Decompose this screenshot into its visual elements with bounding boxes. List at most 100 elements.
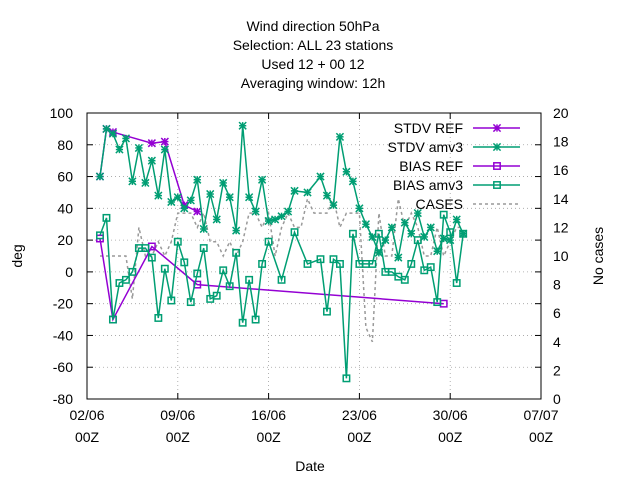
- y-tick-label: -20: [53, 296, 73, 312]
- data-point-stdv-amv3: [322, 191, 332, 200]
- y-tick-label: 100: [50, 105, 74, 121]
- data-point-stdv-amv3: [225, 193, 234, 202]
- marker-stroke: [232, 226, 241, 235]
- y-tick-label: 20: [57, 232, 73, 248]
- y2-tick-label: 12: [553, 219, 569, 235]
- data-point-bias-amv3: [342, 374, 351, 383]
- marker-stroke: [251, 207, 260, 216]
- x-tick-label: 23/06: [342, 407, 377, 423]
- x-tick-label-time: 00Z: [438, 429, 463, 445]
- data-point-stdv-amv3: [283, 207, 293, 216]
- marker-stroke: [459, 229, 468, 238]
- marker-stroke: [167, 197, 176, 207]
- marker-stroke: [368, 232, 377, 242]
- data-point-stdv-amv3: [335, 132, 345, 141]
- data-point-bias-amv3: [290, 228, 299, 237]
- title-line: Selection: ALL 23 stations: [233, 37, 394, 53]
- data-point-stdv-amv3: [420, 232, 429, 242]
- data-point-stdv-amv3: [452, 215, 461, 224]
- y-axis-label: deg: [9, 244, 25, 267]
- marker-stroke: [394, 253, 403, 262]
- marker-stroke: [335, 132, 345, 141]
- x-tick-label-time: 00Z: [257, 429, 282, 445]
- marker-stroke: [115, 145, 124, 154]
- data-point-bias-amv3: [316, 255, 325, 264]
- marker-stroke: [322, 191, 332, 200]
- marker-stroke: [342, 167, 351, 176]
- series-line-cases: [100, 196, 464, 343]
- data-point-stdv-amv3: [121, 134, 131, 143]
- legend: STDV REF STDV amv3 BIAS REF BIAS amv3 CASES: [388, 120, 520, 212]
- data-point-stdv-amv3: [277, 212, 286, 221]
- marker-stroke: [128, 177, 137, 186]
- data-point-bias-amv3: [303, 259, 312, 268]
- data-point-stdv-ref: [160, 137, 169, 146]
- data-point-bias-amv3: [96, 231, 104, 240]
- marker-stroke: [206, 189, 215, 199]
- data-point-bias-amv3: [232, 248, 241, 257]
- marker-stroke: [290, 186, 299, 195]
- data-point-stdv-amv3: [459, 229, 468, 238]
- y2-tick-label: 2: [553, 362, 561, 378]
- marker-stroke: [355, 204, 364, 213]
- data-point-stdv-amv3: [186, 196, 195, 205]
- marker-stroke: [270, 215, 280, 224]
- title-line: Wind direction 50hPa: [246, 18, 379, 34]
- marker-stroke: [180, 204, 189, 213]
- title-line: Averaging window: 12h: [241, 75, 386, 91]
- marker-stroke: [219, 178, 228, 188]
- marker-stroke: [413, 208, 422, 218]
- marker-stroke: [277, 212, 286, 221]
- data-point-stdv-amv3: [199, 224, 208, 234]
- y-tick-label: -80: [53, 391, 73, 407]
- data-point-stdv-amv3: [154, 191, 163, 200]
- data-point-stdv-amv3: [238, 121, 247, 130]
- y2-tick-label: 20: [553, 105, 569, 121]
- data-point-stdv-amv3: [329, 201, 338, 210]
- data-point-stdv-amv3: [180, 204, 189, 213]
- legend-label: CASES: [416, 196, 463, 212]
- data-point-bias-amv3: [219, 266, 228, 275]
- axes-ticks: -80 -60 -40 -20 0 20 40 60 80 100 0 2 4 6 8 10 12 14 16 18 2…: [50, 105, 569, 445]
- data-point-bias-amv3: [400, 275, 409, 284]
- data-point-bias-amv3: [102, 213, 111, 222]
- marker-stroke: [225, 193, 234, 202]
- legend-marker: [493, 162, 501, 170]
- data-point-stdv-amv3: [167, 197, 176, 207]
- series-line-bias-ref: [99, 238, 444, 322]
- y-tick-label: 60: [57, 169, 73, 185]
- data-point-bias-amv3: [147, 253, 156, 262]
- data-point-stdv-amv3: [439, 234, 448, 243]
- y2-axis-label: No cases: [590, 227, 606, 285]
- data-point-bias-amv3: [212, 291, 221, 300]
- data-point-bias-amv3: [108, 315, 117, 324]
- marker-stroke: [160, 145, 169, 154]
- y2-tick-label: 8: [553, 277, 561, 293]
- data-point-bias-amv3: [452, 279, 461, 287]
- title-line: Used 12 + 00 12: [261, 56, 364, 72]
- x-tick-label: 16/06: [251, 407, 286, 423]
- data-point-stdv-amv3: [381, 235, 390, 245]
- data-point-bias-amv3: [128, 267, 137, 276]
- data-point-stdv-amv3: [303, 188, 312, 197]
- data-point-stdv-amv3: [433, 247, 442, 256]
- y2-tick-label: 18: [553, 134, 569, 150]
- data-point-stdv-amv3: [355, 204, 364, 213]
- y-tick-label: 80: [57, 137, 73, 153]
- marker-stroke: [193, 175, 202, 184]
- marker-stroke: [426, 223, 435, 232]
- marker-stroke: [446, 235, 455, 245]
- marker-stroke: [121, 134, 131, 143]
- y2-tick-label: 14: [553, 191, 569, 207]
- marker-stroke: [387, 223, 396, 232]
- marker-stroke: [186, 196, 195, 205]
- marker-stroke: [173, 193, 182, 202]
- legend-label: STDV REF: [394, 120, 463, 136]
- series-layer: [95, 121, 468, 383]
- data-point-stdv-amv3: [394, 253, 403, 262]
- data-point-bias-amv3: [387, 267, 396, 276]
- x-tick-label-time: 00Z: [347, 429, 372, 445]
- data-point-stdv-amv3: [147, 156, 156, 165]
- data-point-bias-amv3: [348, 229, 357, 238]
